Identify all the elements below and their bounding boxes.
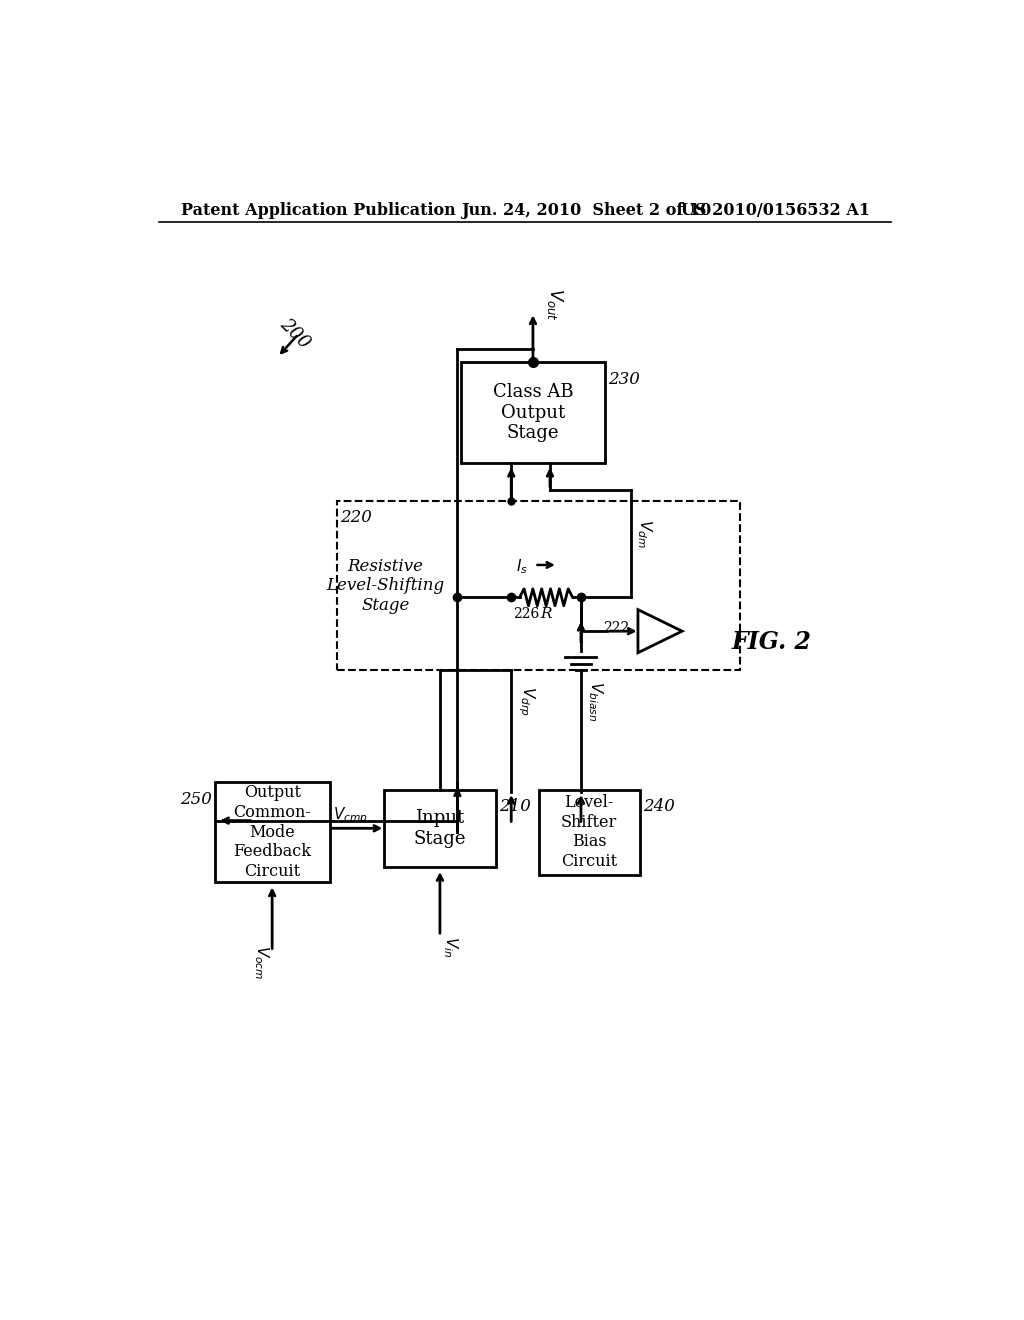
Text: $V_{dm}$: $V_{dm}$ — [635, 519, 654, 548]
Bar — [337, 502, 740, 671]
Text: $V_{cmp}$: $V_{cmp}$ — [333, 805, 368, 826]
Text: $V_{out}$: $V_{out}$ — [545, 288, 564, 321]
Text: 200: 200 — [276, 315, 313, 352]
Text: 240: 240 — [643, 799, 675, 816]
Text: $V_{drp}$: $V_{drp}$ — [516, 686, 537, 717]
Text: 230: 230 — [607, 371, 640, 388]
Text: 210: 210 — [500, 799, 531, 816]
Text: $V_{biasn}$: $V_{biasn}$ — [586, 681, 604, 722]
Text: 250: 250 — [180, 791, 212, 808]
Text: $I_s$: $I_s$ — [516, 557, 528, 576]
Text: Output
Common-
Mode
Feedback
Circuit: Output Common- Mode Feedback Circuit — [233, 784, 311, 880]
Bar — [539, 789, 640, 875]
Text: R: R — [541, 607, 552, 622]
Text: 220: 220 — [340, 510, 373, 527]
Text: Resistive
Level-Shifting
Stage: Resistive Level-Shifting Stage — [327, 557, 444, 614]
Text: Level-
Shifter
Bias
Circuit: Level- Shifter Bias Circuit — [561, 795, 617, 870]
Bar — [384, 789, 496, 867]
Text: $V_{ocm}$: $V_{ocm}$ — [252, 945, 270, 979]
Bar — [215, 781, 330, 882]
Bar — [461, 363, 604, 462]
Text: Patent Application Publication: Patent Application Publication — [180, 202, 456, 219]
Text: FIG. 2: FIG. 2 — [731, 630, 811, 653]
Text: $V_{in}$: $V_{in}$ — [441, 936, 460, 957]
Text: Class AB
Output
Stage: Class AB Output Stage — [493, 383, 573, 442]
Text: 226: 226 — [514, 607, 540, 622]
Text: Input
Stage: Input Stage — [414, 809, 466, 847]
Text: US 2010/0156532 A1: US 2010/0156532 A1 — [681, 202, 870, 219]
Text: 222: 222 — [603, 622, 629, 635]
Text: Jun. 24, 2010  Sheet 2 of 10: Jun. 24, 2010 Sheet 2 of 10 — [461, 202, 712, 219]
